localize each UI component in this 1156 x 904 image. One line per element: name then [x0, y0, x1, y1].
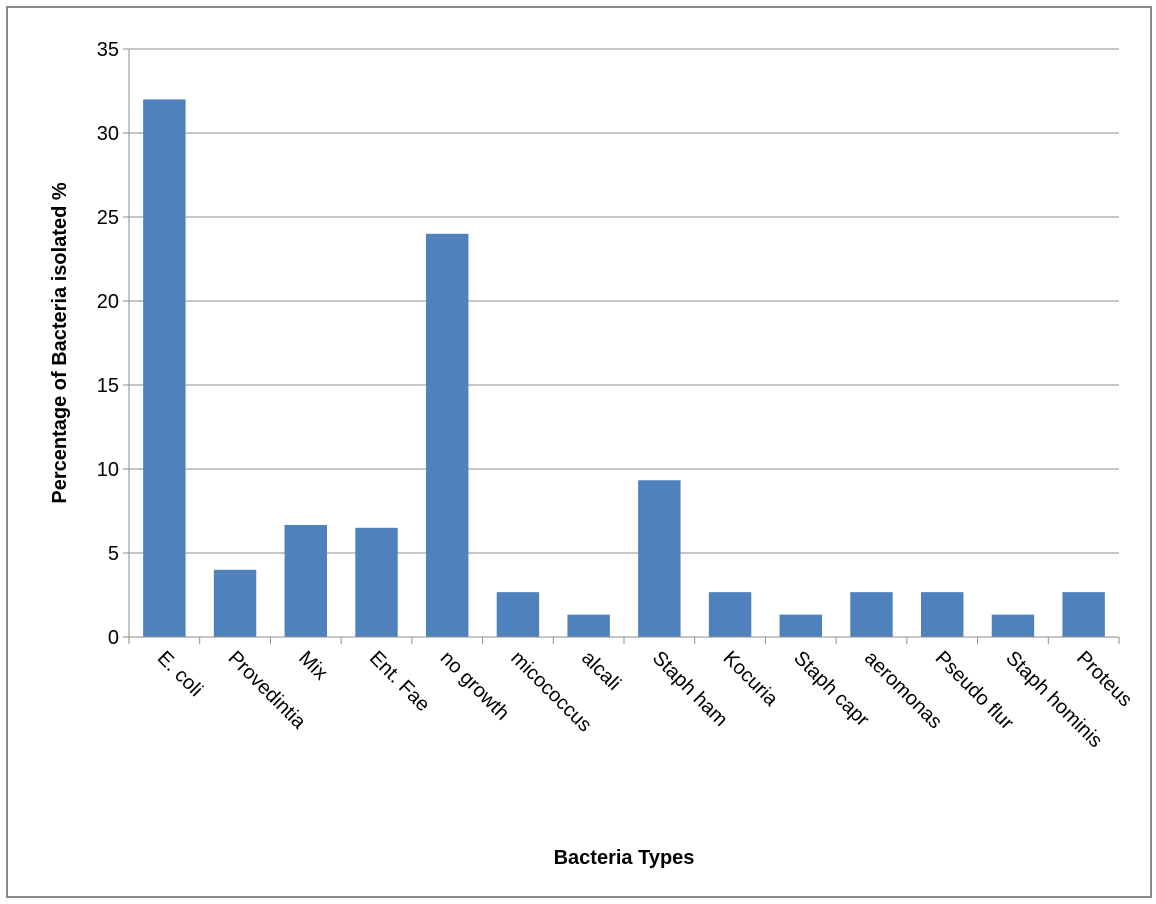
bar-staph-capr [779, 614, 822, 637]
x-axis-title: Bacteria Types [554, 847, 695, 869]
x-tick-label: Ent. Fae [365, 647, 434, 716]
x-tick-label: Proteus [1072, 647, 1136, 711]
y-tick-label: 10 [97, 459, 119, 481]
bar-provedintia [213, 569, 257, 637]
y-tick-label: 15 [97, 375, 119, 397]
y-tick-label: 25 [97, 207, 119, 229]
bar-proteus [1062, 592, 1105, 637]
y-axis-title: Percentage of Bacteria isolated % [49, 182, 71, 503]
x-tick-label: Staph ham [648, 647, 732, 731]
bar-mix [284, 524, 327, 637]
y-tick-label: 30 [97, 123, 119, 145]
x-tick-label: no growth [436, 647, 514, 725]
y-tick-label: 5 [108, 543, 119, 565]
bar-alcali [567, 614, 610, 637]
y-tick-label: 0 [108, 627, 119, 649]
y-tick-labels: 0 5 10 15 20 25 30 35 [97, 39, 119, 649]
x-tick-label: Staph capr [789, 647, 873, 731]
bars [143, 99, 1105, 638]
bar-e-coli [143, 99, 186, 637]
bar-aeromonas [850, 592, 893, 637]
bar-staph-ham [638, 480, 681, 637]
x-tick-label: Kocuria [719, 647, 783, 711]
y-tick-label: 35 [97, 39, 119, 61]
bar-ent-fae [355, 527, 398, 637]
axes [123, 48, 1120, 644]
bar-pseudo-flur [921, 592, 964, 637]
bar-kocuria [708, 592, 752, 637]
chart-frame: 0 5 10 15 20 25 30 35 E. coli Provedintia Mix Ent.… [6, 6, 1152, 898]
x-tick-label: alcali [577, 647, 625, 695]
gridlines [129, 48, 1119, 554]
x-tick-label: Mix [294, 647, 332, 685]
bar-staph-hominis [991, 614, 1035, 637]
bar-micococcus [496, 592, 540, 637]
bar-no-growth [426, 233, 469, 638]
y-tick-label: 20 [97, 291, 119, 313]
x-tick-label: E. coli [153, 647, 207, 701]
